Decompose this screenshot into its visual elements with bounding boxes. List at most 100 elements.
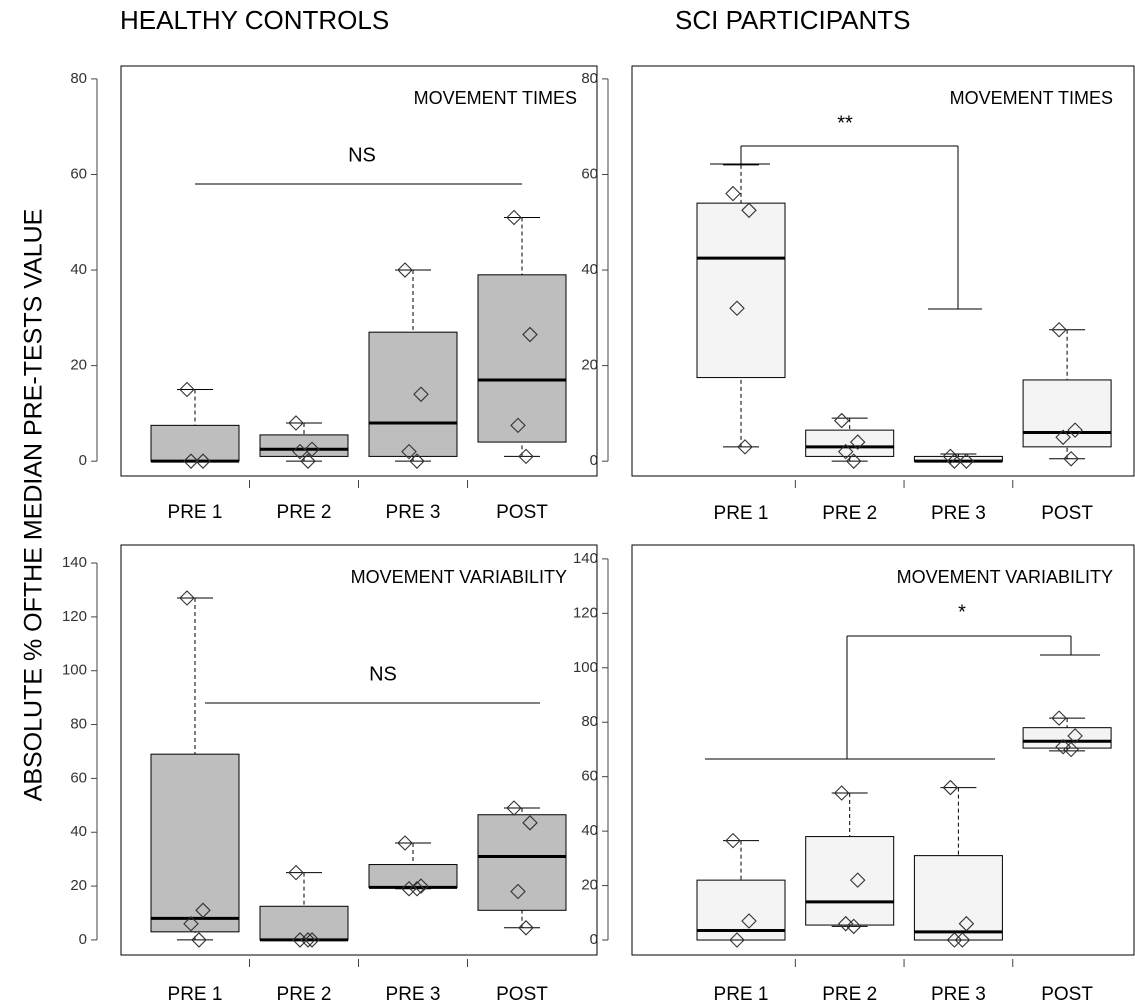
x-tick-label: PRE 3 <box>386 984 441 1005</box>
y-tick-label: 60 <box>70 165 87 182</box>
data-point <box>741 202 757 219</box>
data-point <box>1067 728 1083 744</box>
data-point <box>292 932 308 948</box>
plot-frame <box>631 544 1135 956</box>
data-point <box>958 453 975 469</box>
data-point <box>1051 710 1067 726</box>
plot-frame <box>120 65 598 477</box>
x-tick-label: PRE 2 <box>277 502 332 523</box>
data-point <box>300 932 316 948</box>
data-point <box>179 590 195 606</box>
data-point <box>409 880 425 897</box>
annotation: * <box>958 601 966 623</box>
data-point <box>958 915 975 932</box>
column-title: HEALTHY CONTROLS <box>120 5 389 35</box>
data-point <box>183 453 199 469</box>
data-point <box>518 448 534 465</box>
data-point <box>946 453 963 469</box>
x-tick-label: PRE 2 <box>822 503 877 524</box>
x-tick-label: PRE 1 <box>168 502 223 523</box>
panel-title: MOVEMENT VARIABILITY <box>351 567 567 587</box>
x-tick-label: PRE 1 <box>714 503 769 524</box>
plot-frame <box>120 544 598 956</box>
box <box>913 855 1003 941</box>
plot-frame <box>631 65 1135 477</box>
y-tick-label: 20 <box>581 877 598 894</box>
y-axis-label: ABSOLUTE % OFTHE MEDIAN PRE-TESTS VALUE <box>20 209 48 802</box>
y-tick-label: 120 <box>573 604 598 621</box>
y-tick-label: 80 <box>70 716 87 733</box>
data-point <box>506 209 522 226</box>
data-point <box>946 932 963 948</box>
data-point <box>195 902 211 919</box>
data-point <box>725 185 741 202</box>
data-point <box>729 300 745 317</box>
data-point <box>1055 738 1071 755</box>
data-point <box>1063 741 1079 758</box>
box <box>477 274 567 443</box>
x-tick-label: PRE 2 <box>277 984 332 1005</box>
data-point <box>413 386 429 403</box>
box <box>259 434 349 457</box>
data-point <box>288 415 304 431</box>
data-point <box>195 453 211 469</box>
data-point <box>288 864 304 881</box>
x-tick-label: POST <box>1041 503 1093 524</box>
data-point <box>292 443 308 460</box>
data-point <box>741 913 757 929</box>
data-point <box>304 932 320 948</box>
data-point <box>304 441 320 458</box>
data-point <box>849 872 866 888</box>
box <box>477 814 567 911</box>
panel-title: MOVEMENT TIMES <box>414 88 577 108</box>
panel-title: MOVEMENT VARIABILITY <box>897 567 1113 587</box>
data-point <box>183 915 199 932</box>
x-tick-label: PRE 1 <box>714 984 769 1005</box>
y-tick-label: 100 <box>573 659 598 676</box>
x-tick-label: POST <box>1041 984 1093 1005</box>
column-title: SCI PARTICIPANTS <box>675 5 911 35</box>
data-point <box>833 785 850 801</box>
x-tick-label: PRE 3 <box>931 503 986 524</box>
panel-title: MOVEMENT TIMES <box>950 88 1113 108</box>
data-point <box>179 381 195 398</box>
y-tick-label: 40 <box>70 823 87 840</box>
data-point <box>510 883 526 900</box>
y-tick-label: 80 <box>581 70 598 87</box>
x-tick-label: PRE 2 <box>822 984 877 1005</box>
data-point <box>845 918 862 935</box>
data-point <box>409 453 425 469</box>
data-point <box>510 417 526 434</box>
data-point <box>413 878 429 894</box>
y-tick-label: 0 <box>79 452 87 469</box>
y-tick-label: 80 <box>70 70 87 87</box>
data-point <box>518 920 534 936</box>
data-point <box>725 832 741 849</box>
data-point <box>942 779 959 796</box>
y-tick-label: 20 <box>70 357 87 374</box>
y-tick-label: 120 <box>62 608 87 625</box>
data-point <box>401 880 417 897</box>
x-tick-label: PRE 3 <box>386 502 441 523</box>
y-tick-label: 40 <box>70 261 87 278</box>
x-tick-label: PRE 1 <box>168 984 223 1005</box>
data-point <box>729 932 745 948</box>
data-point <box>737 439 753 455</box>
data-point <box>849 434 866 450</box>
data-point <box>954 932 971 948</box>
y-tick-label: 60 <box>70 769 87 786</box>
y-tick-label: 140 <box>573 550 598 567</box>
data-point <box>1055 429 1071 446</box>
box <box>805 836 895 926</box>
x-tick-label: POST <box>496 502 548 523</box>
x-tick-label: POST <box>496 984 548 1005</box>
data-point <box>837 443 854 460</box>
box <box>696 202 786 379</box>
box <box>150 753 240 933</box>
data-point <box>401 443 417 460</box>
y-tick-label: 60 <box>581 165 598 182</box>
y-tick-label: 40 <box>581 822 598 839</box>
data-point <box>1067 422 1083 438</box>
box <box>368 864 458 888</box>
